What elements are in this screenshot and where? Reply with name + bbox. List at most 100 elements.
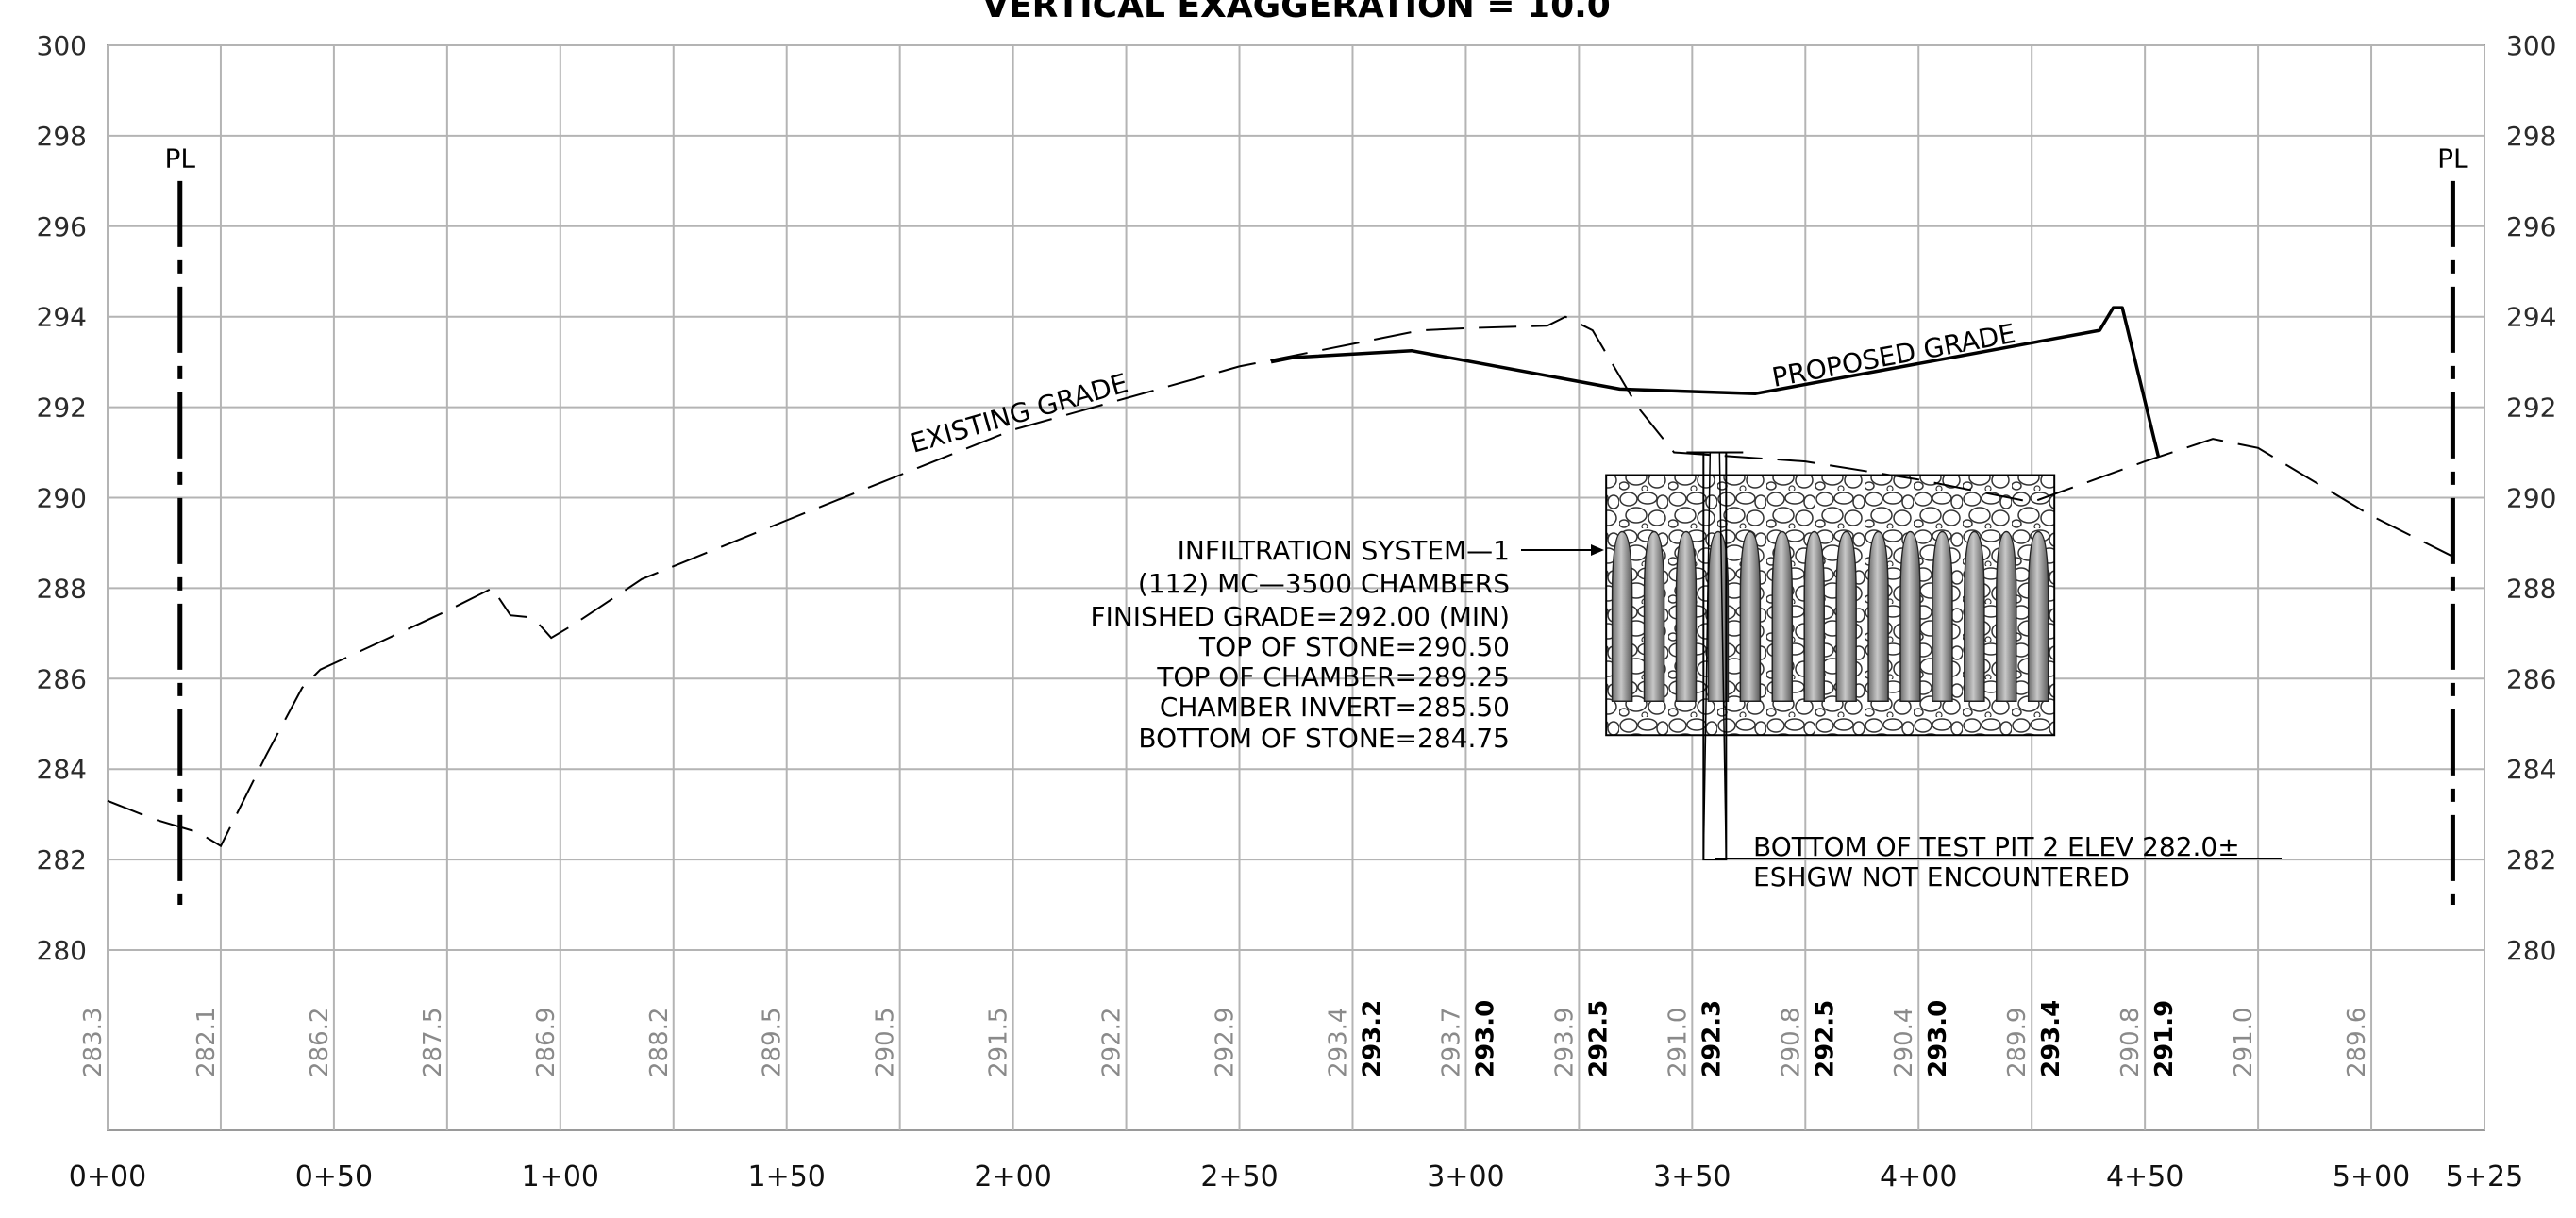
chamber: [1771, 530, 1794, 703]
y-tick-label-right: 280: [2506, 935, 2556, 966]
y-tick-label-left: 286: [37, 663, 87, 694]
existing-grade-line: [107, 315, 2453, 848]
chamber: [1803, 530, 1825, 703]
y-tick-label-left: 292: [37, 392, 87, 424]
chamber: [1707, 530, 1730, 703]
chamber: [1643, 530, 1665, 703]
chamber: [1899, 530, 1921, 703]
y-tick-label-left: 296: [37, 211, 87, 242]
y-tick-label-right: 284: [2506, 754, 2556, 785]
y-tick-label-right: 300: [2506, 30, 2556, 61]
existing-grade-label: EXISTING GRADE: [907, 367, 1131, 459]
existing-elevation-label: 293.7: [1437, 1008, 1465, 1077]
existing-elevation-label: 292.2: [1098, 1008, 1127, 1077]
existing-elevation-label: 289.5: [759, 1008, 787, 1077]
proposed-grade-label: PROPOSED GRADE: [1769, 318, 2017, 393]
axes: 300 300 298 298 296 296 294 294 292 292 290 290 288 2…: [37, 30, 2557, 1193]
station-elevations: 283.3 282.1 286.2 287.5 286.9 288.2 289.5 290.5…: [79, 1000, 2371, 1077]
system-label-line-1: INFILTRATION SYSTEM—1: [1178, 535, 1510, 566]
property-line-label: PL: [2437, 142, 2468, 174]
proposed-elevation-label: 293.4: [2037, 1000, 2066, 1077]
infiltration-system-section: [1605, 451, 2056, 861]
y-tick-label-right: 288: [2506, 573, 2556, 604]
x-tick-label: 3+50: [1653, 1160, 1731, 1193]
x-tick-label: 2+00: [974, 1160, 1051, 1193]
chamber: [1996, 530, 2017, 703]
y-tick-label-left: 300: [37, 30, 87, 61]
existing-elevation-label: 283.3: [79, 1008, 108, 1077]
existing-elevation-label: 293.4: [1324, 1008, 1352, 1077]
chamber: [1932, 530, 1953, 703]
proposed-elevation-label: 292.5: [1584, 1000, 1613, 1077]
proposed-grade-line: [1270, 306, 2161, 458]
grade-lines: PL PL: [107, 142, 2468, 906]
existing-elevation-label: 291.5: [985, 1008, 1013, 1077]
existing-elevation-label: 291.0: [2230, 1008, 2258, 1077]
y-tick-label-right: 282: [2506, 844, 2556, 876]
y-tick-label-left: 280: [37, 935, 87, 966]
existing-elevation-label: 291.0: [1664, 1008, 1692, 1077]
proposed-elevation-label: 293.2: [1358, 1000, 1386, 1077]
existing-elevation-label: 288.2: [645, 1008, 674, 1077]
system-leader-arrow: [1591, 544, 1604, 556]
x-tick-label: 5+25: [2446, 1160, 2523, 1193]
proposed-elevation-label: 293.0: [1924, 1000, 1952, 1077]
chamber: [1964, 530, 1985, 703]
existing-elevation-label: 290.8: [2116, 1008, 2145, 1077]
property-line-label: PL: [165, 142, 196, 174]
existing-elevation-label: 289.9: [2003, 1008, 2032, 1077]
system-callout: INFILTRATION SYSTEM—1 (112) MC—3500 CHAM…: [1090, 535, 1604, 754]
existing-elevation-label: 286.9: [532, 1008, 560, 1077]
stone-bed: [1605, 474, 2056, 737]
x-tick-label: 1+50: [748, 1160, 826, 1193]
test-pit-label-line-1: BOTTOM OF TEST PIT 2 ELEV 282.0±: [1753, 831, 2240, 862]
x-tick-label: 1+00: [522, 1160, 599, 1193]
system-label-line-7: BOTTOM OF STONE=284.75: [1138, 723, 1510, 754]
chamber: [1611, 530, 1633, 703]
y-tick-label-right: 294: [2506, 302, 2556, 333]
y-tick-label-right: 296: [2506, 211, 2556, 242]
proposed-elevation-label: 292.5: [1811, 1000, 1839, 1077]
y-tick-label-left: 298: [37, 121, 87, 152]
chamber: [1739, 530, 1762, 703]
proposed-elevation-label: 293.0: [1471, 1000, 1499, 1077]
existing-elevation-label: 293.9: [1550, 1008, 1579, 1077]
system-label-line-5: TOP OF CHAMBER=289.25: [1156, 661, 1510, 692]
x-tick-label: 2+50: [1200, 1160, 1278, 1193]
existing-elevation-label: 282.1: [192, 1008, 221, 1077]
system-label-line-2: (112) MC—3500 CHAMBERS: [1138, 568, 1510, 599]
existing-elevation-label: 286.2: [306, 1008, 334, 1077]
chamber: [1675, 530, 1698, 703]
y-tick-label-left: 284: [37, 754, 87, 785]
chamber: [1835, 530, 1857, 703]
test-pit-callout: BOTTOM OF TEST PIT 2 ELEV 282.0± ESHGW N…: [1715, 831, 2282, 893]
y-tick-label-left: 282: [37, 844, 87, 876]
test-pit-label-line-2: ESHGW NOT ENCOUNTERED: [1753, 861, 2130, 893]
y-tick-label-right: 286: [2506, 663, 2556, 694]
y-tick-label-left: 288: [37, 573, 87, 604]
existing-elevation-label: 292.9: [1212, 1008, 1240, 1077]
y-tick-label-left: 290: [37, 483, 87, 514]
existing-elevation-label: 290.4: [1890, 1008, 1918, 1077]
x-tick-label: 0+50: [295, 1160, 373, 1193]
test-pit-taper: [1702, 452, 1712, 860]
proposed-elevation-label: 291.9: [2150, 1000, 2179, 1077]
existing-elevation-label: 290.5: [872, 1008, 900, 1077]
existing-elevation-label: 290.8: [1777, 1008, 1805, 1077]
x-tick-label: 3+00: [1427, 1160, 1504, 1193]
x-tick-label: 0+00: [69, 1160, 146, 1193]
y-tick-label-left: 294: [37, 302, 87, 333]
proposed-elevation-label: 292.3: [1698, 1000, 1726, 1077]
existing-elevation-label: 287.5: [419, 1008, 447, 1077]
x-tick-label: 4+50: [2106, 1160, 2183, 1193]
test-pit-taper: [1718, 452, 1728, 860]
chamber: [2027, 530, 2049, 703]
system-label-line-3: FINISHED GRADE=292.00 (MIN): [1090, 601, 1510, 632]
y-tick-label-right: 298: [2506, 121, 2556, 152]
y-tick-label-right: 290: [2506, 483, 2556, 514]
drawing-title: VERTICAL EXAGGERATION = 10.0: [982, 0, 1611, 25]
x-tick-label: 5+00: [2333, 1160, 2410, 1193]
existing-elevation-label: 289.6: [2343, 1008, 2371, 1077]
system-label-line-4: TOP OF STONE=290.50: [1198, 631, 1510, 662]
